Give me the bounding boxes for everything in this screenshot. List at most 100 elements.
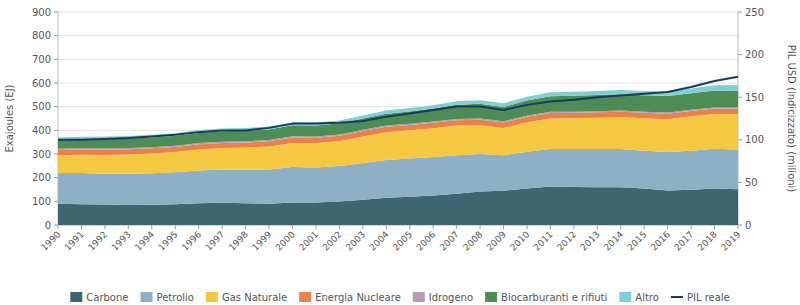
y-tick [54, 225, 58, 226]
x-tick [104, 225, 105, 229]
x-tick-label: 2016 [649, 229, 672, 252]
y2-tick [738, 182, 742, 183]
y-tick [54, 35, 58, 36]
y-tick-label: 300 [32, 149, 51, 160]
chart: 0100200300400500600700800900050100150200… [0, 0, 800, 305]
x-tick [175, 225, 176, 229]
x-tick [503, 225, 504, 229]
y-tick [54, 154, 58, 155]
y-tick-label: 400 [32, 125, 51, 136]
x-tick-label: 2012 [555, 229, 578, 252]
legend-item: Biocarburanti e rifiuti [485, 292, 607, 303]
x-tick [597, 225, 598, 229]
legend-label: Idrogeno [429, 292, 473, 303]
x-tick [550, 225, 551, 229]
legend-label: Altro [635, 292, 659, 303]
x-tick-label: 1995 [156, 229, 179, 252]
y2-tick [738, 97, 742, 98]
x-tick [292, 225, 293, 229]
y2-tick [738, 139, 742, 140]
legend-swatch [299, 292, 311, 302]
legend-item: Idrogeno [413, 292, 473, 303]
legend-swatch [206, 292, 218, 302]
legend-swatch [671, 296, 683, 298]
legend-label: Energia Nucleare [315, 292, 401, 303]
x-tick [433, 225, 434, 229]
x-tick-label: 2019 [719, 229, 742, 252]
y-tick-label: 700 [32, 54, 51, 65]
legend-label: Gas Naturale [222, 292, 287, 303]
x-tick-label: 2015 [625, 229, 648, 252]
x-tick [480, 225, 481, 229]
x-tick-label: 1991 [63, 229, 86, 252]
legend-swatch [485, 292, 497, 302]
legend-item: Gas Naturale [206, 292, 287, 303]
area [58, 91, 738, 149]
legend-label: Petrolio [157, 292, 194, 303]
y-tick-label: 900 [32, 7, 51, 18]
y-tick [54, 12, 58, 13]
y-tick [54, 130, 58, 131]
x-tick-label: 2009 [485, 229, 508, 252]
x-tick-label: 2005 [391, 229, 414, 252]
y-tick-label: 200 [32, 172, 51, 183]
x-tick [620, 225, 621, 229]
x-tick-label: 2013 [578, 229, 601, 252]
x-tick-label: 1998 [227, 229, 250, 252]
legend-item: Energia Nucleare [299, 292, 401, 303]
legend: Carbone Petrolio Gas Naturale Energia Nucle… [70, 292, 729, 303]
y-tick [54, 106, 58, 107]
x-tick [222, 225, 223, 229]
grid-line [58, 59, 738, 60]
y2-tick-label: 100 [745, 134, 764, 145]
grid-line [58, 35, 738, 36]
y-tick-label: 0 [45, 220, 51, 231]
x-tick [128, 225, 129, 229]
legend-swatch [70, 292, 82, 302]
x-tick [269, 225, 270, 229]
x-tick-label: 2003 [344, 229, 367, 252]
legend-label: Carbone [86, 292, 128, 303]
x-tick-label: 2004 [367, 229, 390, 252]
axes: 0100200300400500600700800900050100150200… [32, 7, 764, 253]
y-tick-label: 600 [32, 78, 51, 89]
x-tick [315, 225, 316, 229]
x-tick [151, 225, 152, 229]
y2-tick-label: 150 [745, 92, 764, 103]
x-tick-label: 2018 [696, 229, 719, 252]
x-tick-label: 2010 [508, 229, 531, 252]
x-tick [738, 225, 739, 229]
x-tick [386, 225, 387, 229]
y2-tick-label: 250 [745, 7, 764, 18]
y-tick-label: 800 [32, 30, 51, 41]
x-tick-label: 2006 [414, 229, 437, 252]
x-tick [667, 225, 668, 229]
x-tick-label: 1997 [203, 229, 226, 252]
x-tick [81, 225, 82, 229]
grid-line [58, 83, 738, 84]
x-tick-label: 1999 [250, 229, 273, 252]
x-tick-label: 2000 [274, 229, 297, 252]
x-tick-label: 1990 [39, 229, 62, 252]
legend-item: Petrolio [141, 292, 194, 303]
x-tick-label: 1994 [133, 229, 156, 252]
y-tick [54, 201, 58, 202]
x-tick [456, 225, 457, 229]
y-tick [54, 59, 58, 60]
x-tick-label: 2008 [461, 229, 484, 252]
x-tick [644, 225, 645, 229]
x-tick-label: 2014 [602, 229, 625, 252]
x-tick [339, 225, 340, 229]
y2-axis-label: PIL USD (indicizzato) (milioni) [786, 45, 797, 193]
legend-item: PIL reale [671, 292, 730, 303]
y2-tick [738, 54, 742, 55]
area [58, 85, 738, 140]
x-tick-label: 1992 [86, 229, 109, 252]
legend-item: Altro [619, 292, 659, 303]
x-tick-label: 1993 [109, 229, 132, 252]
x-tick [526, 225, 527, 229]
x-tick [714, 225, 715, 229]
legend-label: PIL reale [687, 292, 730, 303]
x-tick-label: 2002 [321, 229, 344, 252]
x-tick [409, 225, 410, 229]
